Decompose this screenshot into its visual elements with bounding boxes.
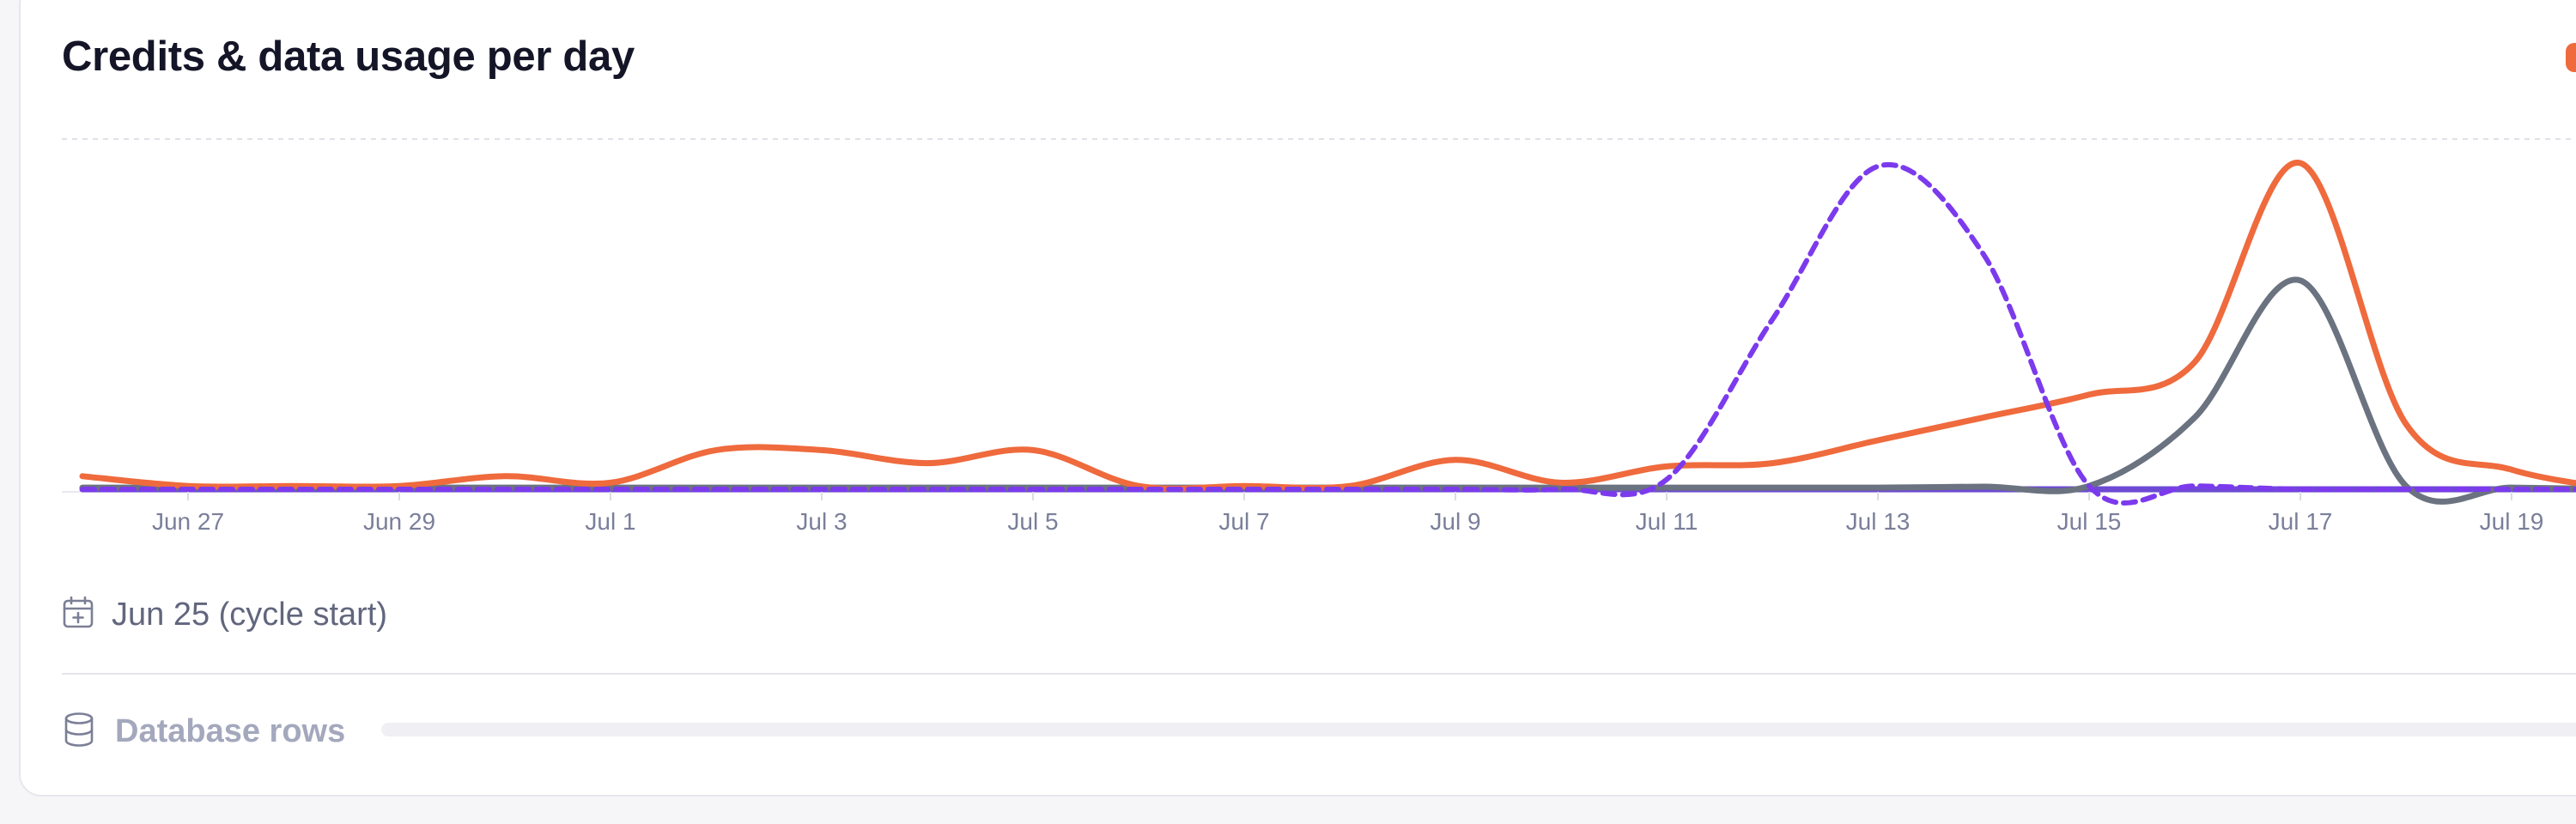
divider <box>62 673 2576 675</box>
x-tick-label: Jul 11 <box>1636 508 1698 535</box>
x-tick-label: Jul 17 <box>2269 508 2333 535</box>
x-tick-label: Jul 5 <box>1007 508 1058 535</box>
cycle-start-label: Jun 25 (cycle start) <box>112 596 387 633</box>
x-tick-label: Jun 27 <box>152 508 224 535</box>
x-tick-label: Jul 1 <box>585 508 635 535</box>
series-line-2 <box>80 162 2576 506</box>
database-icon <box>62 712 96 752</box>
legend-swatch[interactable] <box>2566 43 2576 72</box>
x-tick-label: Jul 19 <box>2480 508 2544 535</box>
cycle-start-row: Jun 25 (cycle start) <box>62 592 387 637</box>
usage-card <box>19 0 2576 797</box>
series-line-1 <box>79 276 2576 505</box>
database-rows-bar <box>381 723 2576 736</box>
calendar-icon <box>62 596 94 634</box>
x-tick-label: Jun 29 <box>363 508 435 535</box>
card-title: Credits & data usage per day <box>62 33 635 80</box>
database-rows-label: Database rows <box>115 712 346 749</box>
x-tick-label: Jul 3 <box>796 508 847 535</box>
series-line-0 <box>79 160 2576 492</box>
x-tick-label: Jul 9 <box>1430 508 1480 535</box>
x-tick-label: Jul 13 <box>1846 508 1911 535</box>
database-rows-row: Database rows <box>62 706 345 757</box>
usage-line-chart: Jun 27 Jun 29 Jul 1 Jul 3 Jul 5 Jul 7 Jul 9 Jul… <box>62 138 2576 535</box>
x-tick-label: Jul 7 <box>1218 508 1269 535</box>
x-tick-label: Jul 15 <box>2057 508 2122 535</box>
